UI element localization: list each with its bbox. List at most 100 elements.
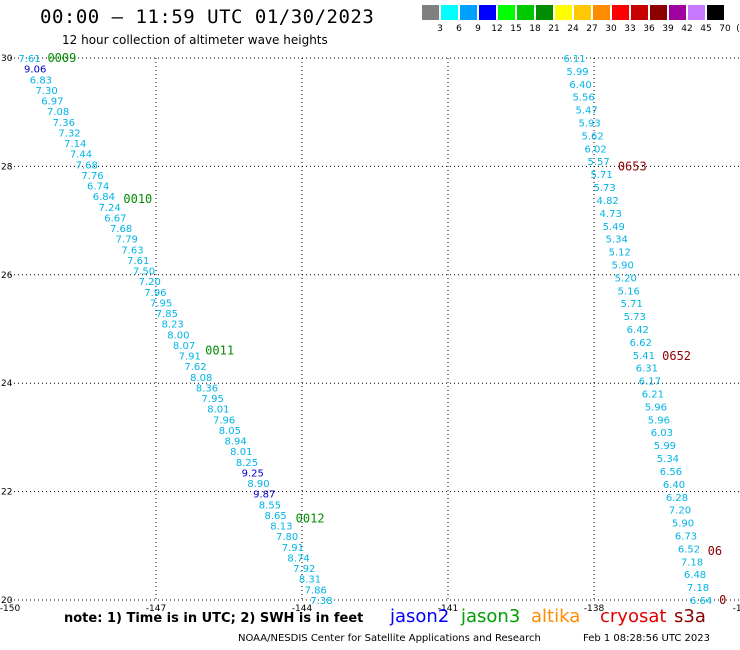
track-a-swh-value: 8.01	[230, 447, 252, 458]
track-a-swh-value: 7.91	[282, 543, 304, 554]
legend-swatch	[612, 5, 629, 20]
track-b-time-label: 0653	[618, 159, 647, 173]
legend-swatch	[650, 5, 667, 20]
legend-label: 24	[567, 24, 579, 34]
track-a-swh-value: 7.80	[276, 532, 298, 543]
track-a-swh-value: 6.97	[41, 97, 63, 108]
track-b-swh-value: 6.40	[569, 80, 591, 91]
track-b-swh-value: 5.41	[633, 351, 655, 362]
track-b-swh-value: 5.71	[591, 170, 613, 181]
track-b-swh-value: 5.73	[594, 183, 616, 194]
track-b-swh-value: 5.62	[581, 131, 603, 142]
track-b-swh-value: 5.71	[621, 299, 643, 310]
track-b-swh-value: 4.73	[600, 209, 622, 220]
track-a-swh-value: 7.36	[53, 118, 75, 129]
lon-tick-label: -147	[146, 604, 166, 614]
legend-swatch	[460, 5, 477, 20]
track-a-swh-value: 7.24	[98, 203, 120, 214]
track-b-swh-value: 6.62	[630, 338, 652, 349]
track-a-swh-value: 7.30	[36, 86, 58, 97]
chart-title: 00:00 – 11:59 UTC 01/30/2023	[40, 6, 375, 28]
legend-swatch	[574, 5, 591, 20]
lon-tick-label: -13	[733, 604, 740, 614]
track-a-swh-value: 8.23	[161, 320, 183, 331]
legend-label: 12	[491, 24, 503, 34]
track-a-swh-value: 8.13	[270, 522, 292, 533]
legend-label: 3	[437, 24, 443, 34]
track-b-swh-value: 6.03	[651, 428, 673, 439]
track-a-swh-value: 7.44	[70, 150, 92, 161]
track-b-swh-value: 5.90	[612, 260, 634, 271]
lat-tick-label: 30	[1, 54, 13, 64]
track-b-swh-value: 5.47	[575, 106, 597, 117]
track-b-swh-value: 6.52	[678, 544, 700, 555]
lon-tick-label: -141	[438, 604, 458, 614]
lat-tick-label: 24	[1, 379, 13, 389]
track-a-swh-value: 6.84	[93, 192, 115, 203]
legend-swatch	[707, 5, 724, 20]
legend-label: 6	[456, 24, 462, 34]
track-b-swh-value: 5.34	[657, 454, 679, 465]
track-b-swh-value: 7.18	[681, 557, 703, 568]
track-b-swh-value: 5.12	[609, 248, 631, 259]
lon-tick-label: -138	[584, 604, 605, 614]
legend-swatch	[688, 5, 705, 20]
track-a-swh-value: 7.61	[18, 54, 40, 65]
track-b-swh-value: 5.49	[603, 222, 625, 233]
track-a-swh-value: 8.01	[207, 405, 229, 416]
track-b-swh-value: 6.40	[663, 480, 685, 491]
footer-note: note: 1) Time is in UTC; 2) SWH is in fe…	[64, 611, 364, 626]
satellite-altika-label: altika	[531, 606, 581, 627]
track-a-swh-value: 8.65	[265, 511, 287, 522]
track-b-swh-value: 7.18	[687, 583, 709, 594]
legend-swatch	[536, 5, 553, 20]
track-b-swh-value: 4.82	[597, 196, 619, 207]
track-a-swh-value: 7.63	[121, 245, 143, 256]
track-a-swh-value: 9.25	[242, 468, 264, 479]
track-b-swh-value: 6.73	[675, 531, 697, 542]
track-a-swh-value: 7.68	[110, 224, 132, 235]
track-a-swh-value: 7.32	[58, 128, 80, 139]
legend-swatch	[593, 5, 610, 20]
track-b-swh-value: 7.20	[669, 506, 691, 517]
track-b-swh-value: 6.42	[627, 325, 649, 336]
track-b-swh-value: 5.34	[606, 235, 628, 246]
track-b-swh-value: 6.17	[639, 377, 661, 388]
legend-label: 18	[529, 24, 541, 34]
track-a-swh-value: 8.25	[236, 458, 258, 469]
legend-swatch	[422, 5, 439, 20]
satellite-s3a-label: s3a	[674, 606, 706, 627]
legend-swatch	[498, 5, 515, 20]
track-a-swh-value: 8.31	[299, 575, 321, 586]
lat-tick-label: 26	[1, 271, 13, 281]
track-b-swh-value: 6.11	[563, 54, 585, 65]
track-b-swh-value: 5.57	[588, 157, 610, 168]
track-b-swh-value: 6.56	[660, 467, 682, 478]
chart-subtitle: 12 hour collection of altimeter wave hei…	[62, 33, 328, 47]
track-b-time-label: 0652	[662, 349, 691, 363]
legend-label: 70	[719, 24, 731, 34]
track-b-swh-value: 5.90	[672, 519, 694, 530]
track-a-swh-value: 8.55	[259, 500, 281, 511]
satellite-cryosat-label: cryosat	[600, 606, 667, 627]
track-a-swh-value: 7.76	[81, 171, 103, 182]
legend-unit-label: (ft)	[736, 24, 740, 34]
track-a-swh-value: 8.07	[173, 341, 195, 352]
legend-swatch	[441, 5, 458, 20]
track-a-swh-value: 7.85	[156, 309, 178, 320]
legend-swatch	[479, 5, 496, 20]
credit-line: NOAA/NESDIS Center for Satellite Applica…	[238, 633, 541, 644]
legend-label: 21	[548, 24, 560, 34]
legend-swatch	[555, 5, 572, 20]
track-a-swh-value: 8.36	[196, 383, 218, 394]
satellite-jason2-label: jason2	[390, 606, 450, 627]
track-a-swh-value: 8.00	[167, 330, 189, 341]
track-b-time-label: 06	[708, 544, 722, 558]
track-a-swh-value: 9.87	[253, 490, 275, 501]
track-a-swh-value: 7.92	[293, 564, 315, 575]
track-a-swh-value: 6.67	[104, 213, 126, 224]
track-a-swh-value: 8.94	[224, 437, 246, 448]
lat-tick-label: 28	[1, 162, 13, 172]
track-a-swh-value: 7.62	[184, 362, 206, 373]
